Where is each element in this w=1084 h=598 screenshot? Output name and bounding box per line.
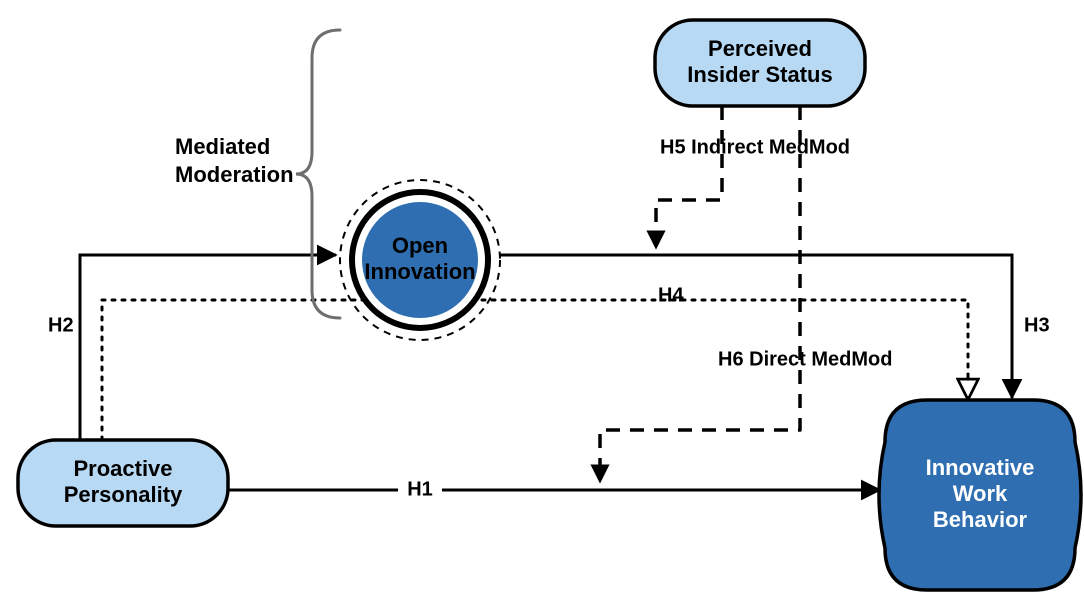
label-h3: H3	[1024, 314, 1050, 336]
label-h4: H4	[658, 284, 684, 306]
label-h5: H5 Indirect MedMod	[660, 136, 850, 158]
svg-text:Insider Status: Insider Status	[687, 62, 832, 87]
svg-text:Work: Work	[953, 481, 1008, 506]
mediated-moderation-brace	[296, 30, 340, 318]
svg-text:Proactive: Proactive	[73, 456, 172, 481]
svg-text:Behavior: Behavior	[933, 507, 1028, 532]
label-mediated-moderation: Mediated	[175, 134, 270, 159]
edge-h6	[600, 106, 800, 482]
label-h1: H1	[407, 478, 433, 500]
svg-text:Perceived: Perceived	[708, 36, 812, 61]
label-h2: H2	[48, 314, 74, 336]
label-h6: H6 Direct MedMod	[718, 348, 892, 370]
edge-h5	[656, 106, 722, 248]
svg-text:Innovation: Innovation	[364, 259, 475, 284]
svg-text:Innovative: Innovative	[926, 455, 1035, 480]
edge-h2	[80, 255, 336, 440]
nodes-group: ProactivePersonality PerceivedInsider Sta…	[18, 20, 1081, 590]
svg-text:Personality: Personality	[64, 482, 183, 507]
svg-text:Open: Open	[392, 233, 448, 258]
label-mediated-moderation: Moderation	[175, 162, 294, 187]
edge-h3	[500, 255, 1012, 398]
